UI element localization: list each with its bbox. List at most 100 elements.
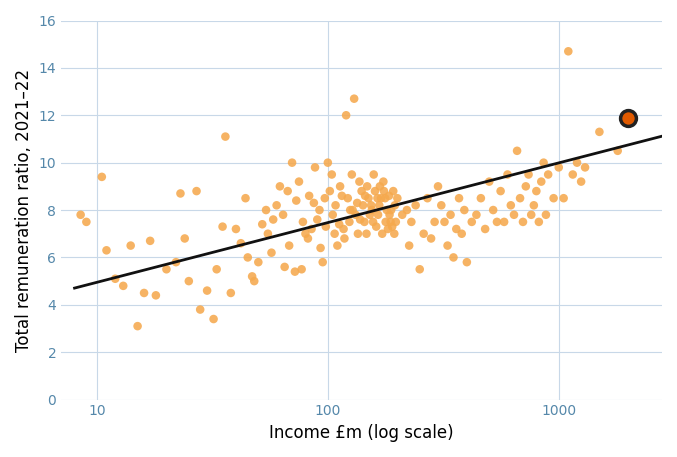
Y-axis label: Total remuneration ratio, 2021–22: Total remuneration ratio, 2021–22	[15, 69, 33, 351]
Point	[567, 171, 578, 178]
Point	[401, 207, 412, 214]
Point	[208, 315, 219, 323]
Point	[341, 112, 351, 119]
Point	[118, 282, 129, 290]
Point	[132, 323, 143, 330]
Point	[388, 187, 399, 195]
Point	[380, 218, 391, 226]
Point	[278, 211, 288, 218]
Point	[521, 183, 531, 190]
Point	[359, 218, 370, 226]
Point	[356, 187, 367, 195]
Point	[374, 202, 385, 209]
Point	[553, 164, 564, 171]
Point	[314, 207, 325, 214]
Point	[318, 259, 328, 266]
Point	[377, 230, 388, 237]
Point	[487, 207, 498, 214]
Point	[575, 178, 586, 185]
Point	[246, 273, 257, 280]
Point	[499, 218, 510, 226]
Point	[347, 171, 357, 178]
Point	[471, 211, 482, 218]
Point	[353, 230, 364, 237]
Point	[327, 211, 338, 218]
Point	[249, 277, 260, 285]
Point	[448, 254, 459, 261]
Point	[350, 211, 361, 218]
Point	[383, 225, 393, 233]
Point	[191, 187, 202, 195]
Point	[548, 195, 559, 202]
Point	[389, 230, 399, 237]
Point	[261, 207, 271, 214]
Point	[410, 202, 421, 209]
Point	[225, 289, 236, 297]
Point	[594, 128, 605, 136]
Point	[291, 197, 302, 204]
Point	[257, 221, 267, 228]
Point	[385, 218, 396, 226]
Point	[290, 268, 301, 275]
Point	[442, 242, 453, 249]
X-axis label: Income £m (log scale): Income £m (log scale)	[269, 424, 454, 442]
Point	[338, 225, 349, 233]
Point	[454, 195, 464, 202]
Point	[559, 195, 569, 202]
Point	[361, 230, 372, 237]
Point	[508, 211, 519, 218]
Point	[523, 171, 534, 178]
Point	[384, 211, 395, 218]
Point	[459, 207, 470, 214]
Point	[484, 178, 495, 185]
Point	[406, 218, 417, 226]
Point	[466, 218, 477, 226]
Point	[294, 178, 305, 185]
Point	[349, 95, 359, 102]
Point	[266, 249, 277, 256]
Point	[175, 190, 186, 197]
Point	[357, 202, 368, 209]
Point	[362, 183, 372, 190]
Point	[202, 287, 213, 294]
Point	[571, 159, 582, 166]
Point	[374, 183, 385, 190]
Point	[515, 195, 525, 202]
Point	[366, 202, 376, 209]
Point	[110, 275, 121, 282]
Point	[536, 178, 547, 185]
Point	[436, 202, 447, 209]
Point	[492, 218, 502, 226]
Point	[456, 230, 467, 237]
Point	[538, 159, 549, 166]
Point	[220, 133, 231, 140]
Point	[303, 235, 313, 242]
Point	[392, 195, 403, 202]
Point	[81, 218, 92, 226]
Point	[414, 266, 425, 273]
Point	[445, 211, 456, 218]
Point	[282, 187, 293, 195]
Point	[422, 195, 433, 202]
Point	[517, 218, 528, 226]
Point	[211, 266, 222, 273]
Point	[381, 207, 392, 214]
Point	[279, 263, 290, 271]
Point	[364, 211, 375, 218]
Point	[145, 237, 156, 244]
Point	[324, 187, 335, 195]
Point	[397, 211, 408, 218]
Point	[563, 48, 573, 55]
Point	[195, 306, 206, 313]
Point	[150, 292, 161, 299]
Point	[526, 211, 537, 218]
Point	[161, 266, 172, 273]
Point	[475, 195, 486, 202]
Point	[286, 159, 297, 166]
Point	[352, 199, 363, 207]
Point	[75, 211, 86, 218]
Point	[334, 221, 345, 228]
Point	[139, 289, 150, 297]
Point	[387, 223, 397, 230]
Point	[380, 195, 391, 202]
